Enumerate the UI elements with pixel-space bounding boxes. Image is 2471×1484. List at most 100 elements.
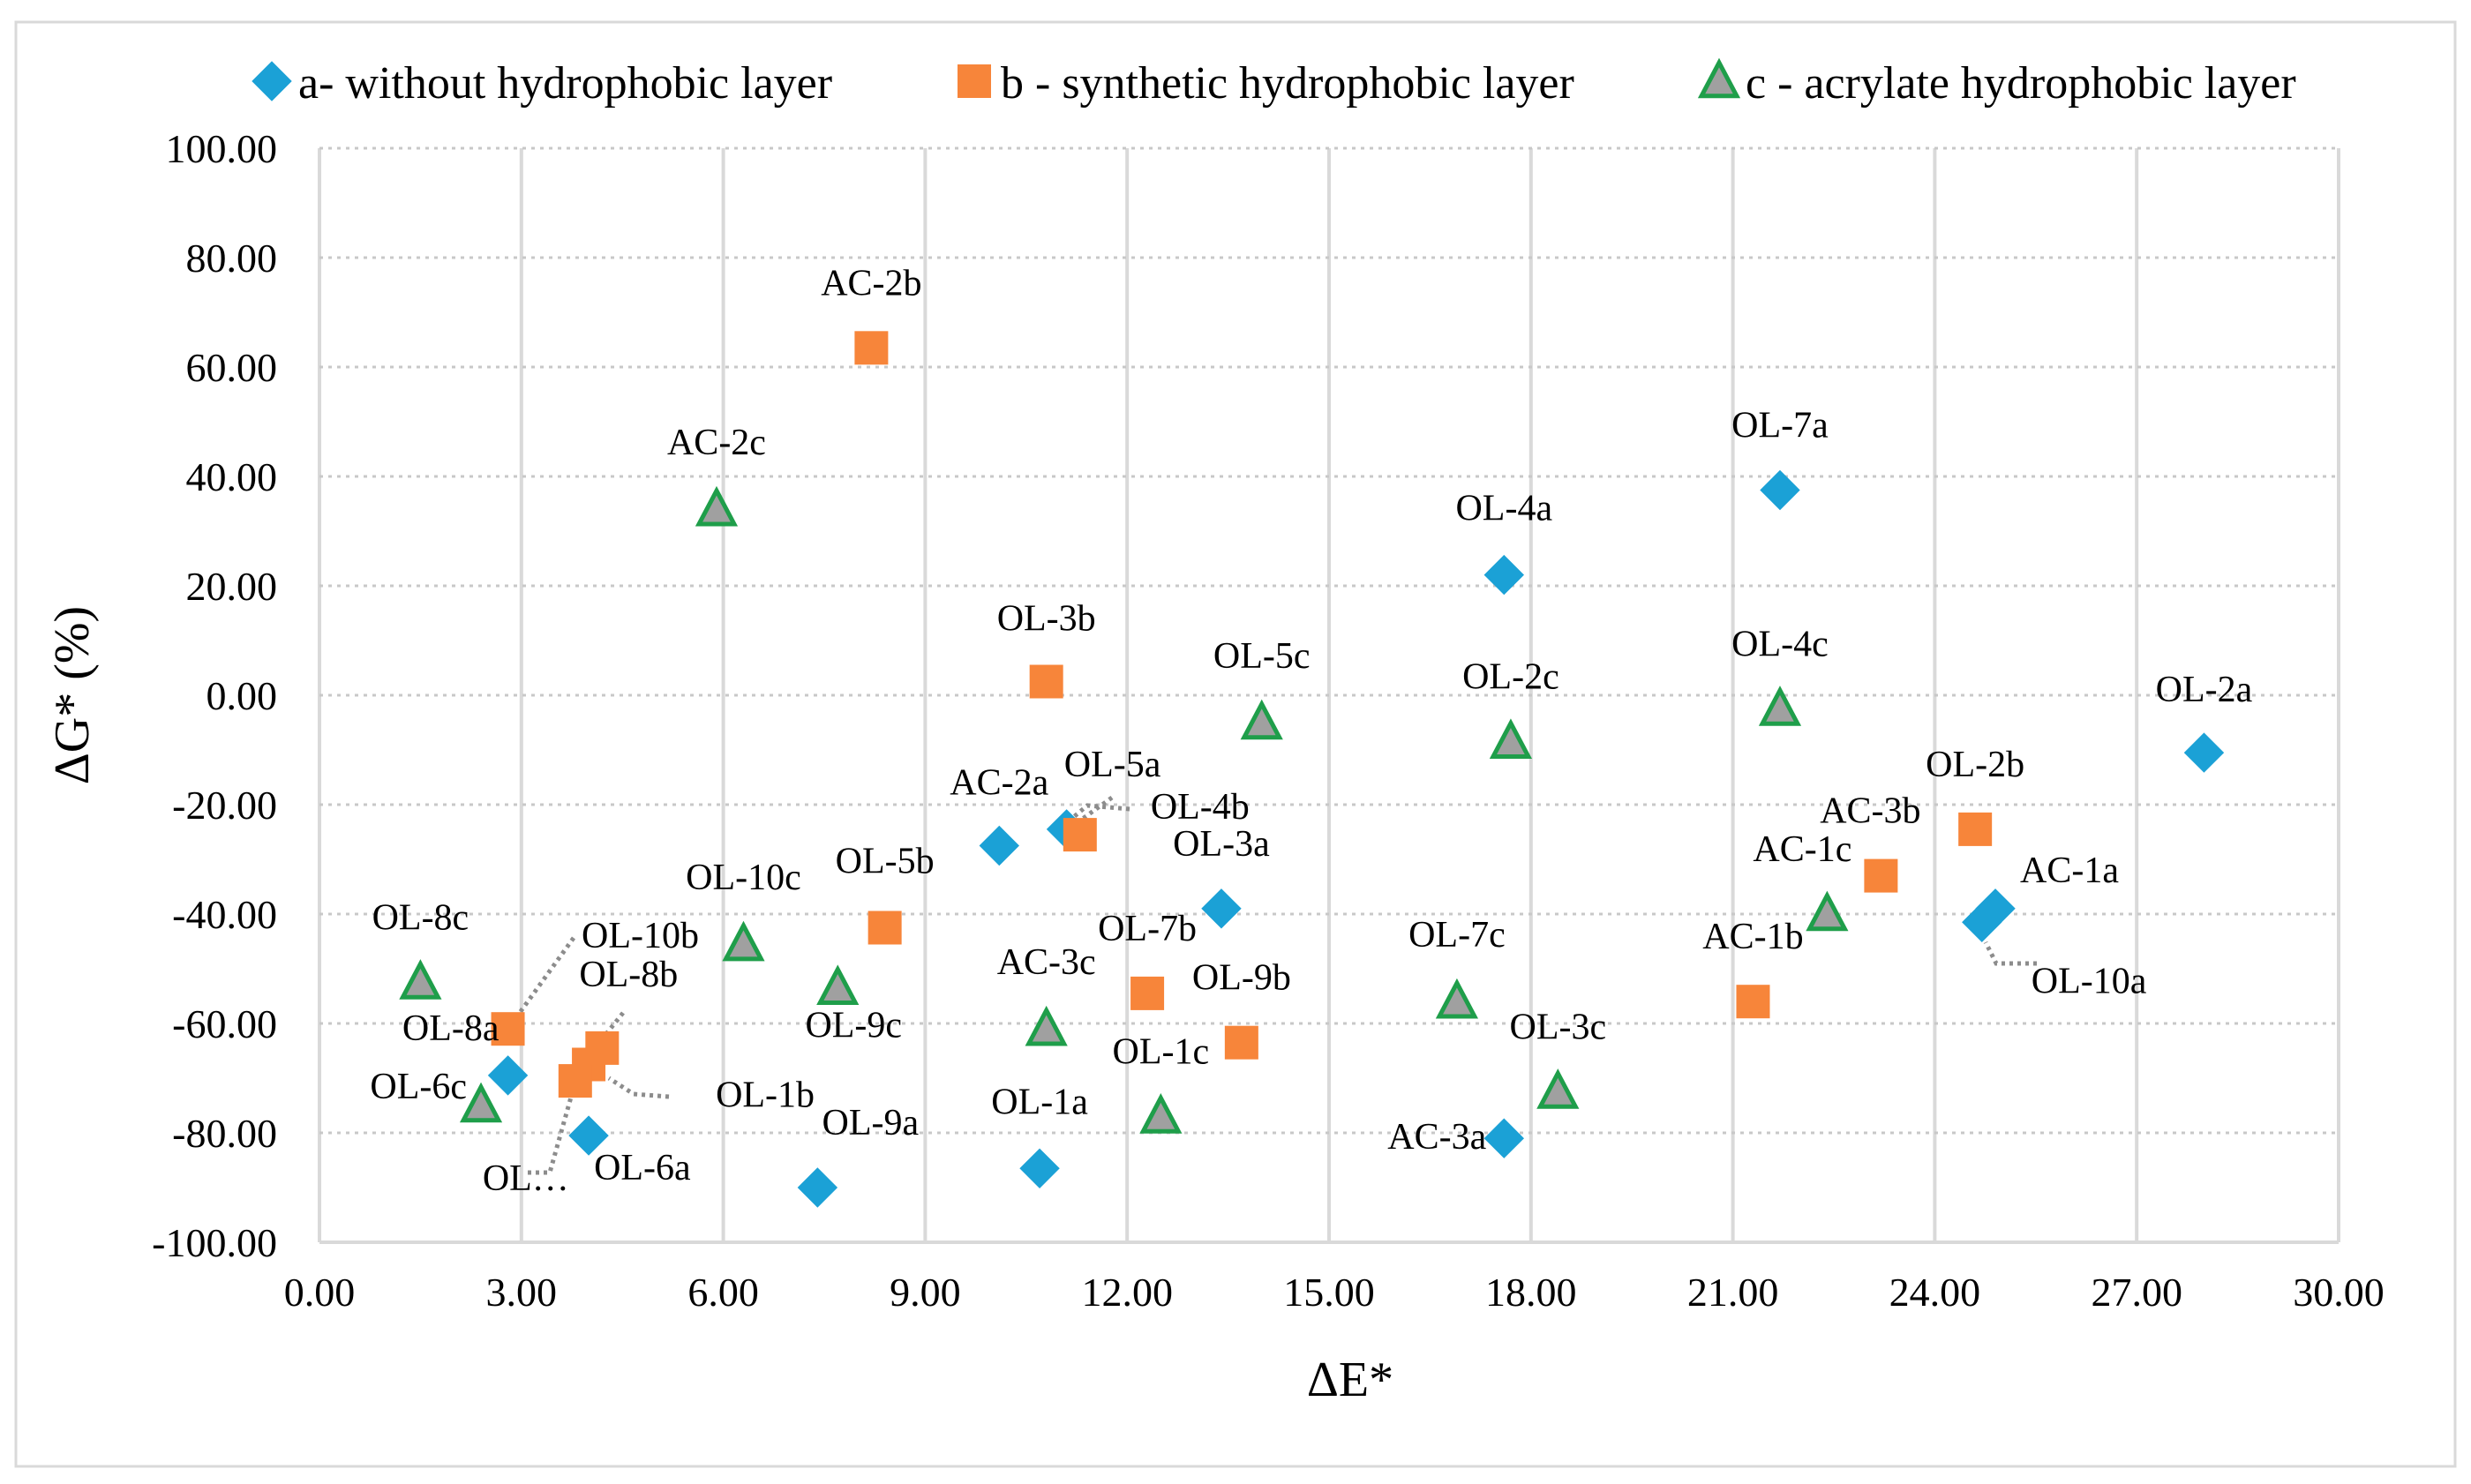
point-label: OL-10c — [686, 858, 801, 898]
diamond-marker — [797, 1167, 838, 1208]
triangle-marker — [1806, 890, 1849, 932]
legend-label: c - acrylate hydrophobic layer — [1746, 58, 2296, 109]
diamond-marker — [2183, 732, 2225, 773]
legend: a- without hydrophobic layer b - syntheti… — [252, 57, 2296, 109]
point-label: OL-4c — [1731, 625, 1829, 665]
square-marker — [1063, 818, 1097, 852]
point-label: AC-2b — [821, 263, 921, 304]
point-label: AC-3a — [1387, 1117, 1486, 1158]
point-label: OL-2a — [2156, 670, 2253, 710]
data-points — [399, 331, 2225, 1208]
point-label: OL-10a — [2032, 961, 2147, 1001]
square-marker — [854, 331, 889, 365]
leader-line — [1066, 795, 1114, 832]
legend-item: c - acrylate hydrophobic layer — [1697, 57, 2296, 109]
point-label: OL-9b — [1192, 958, 1291, 999]
legend-diamond-icon — [252, 61, 292, 101]
point-label: OL-5a — [1064, 745, 1161, 785]
legend-label: a- without hydrophobic layer — [298, 58, 832, 109]
point-label: OL-8b — [579, 955, 678, 995]
y-tick-label: 100.00 — [166, 126, 278, 171]
point-label: AC-1c — [1753, 829, 1851, 870]
y-tick-label: 20.00 — [186, 564, 278, 609]
triangle-marker — [1758, 686, 1802, 726]
point-label: OL-8c — [372, 898, 469, 939]
x-tick-label: 12.00 — [1081, 1270, 1173, 1315]
y-tick-label: 0.00 — [207, 673, 278, 718]
point-label: OL-7c — [1408, 915, 1506, 956]
square-marker — [558, 1064, 592, 1098]
triangle-marker — [459, 1082, 503, 1123]
y-tick-label: -60.00 — [172, 1001, 277, 1046]
triangle-marker — [1489, 718, 1533, 759]
y-tick-label: 40.00 — [186, 454, 278, 499]
legend-item: b - synthetic hydrophobic layer — [958, 58, 1574, 109]
diamond-marker — [979, 825, 1020, 866]
triangle-marker — [695, 485, 739, 527]
legend-triangle-icon — [1697, 57, 1741, 99]
diamond-marker — [1019, 1148, 1060, 1189]
point-label: OL-5c — [1213, 636, 1311, 677]
point-label: AC-3c — [997, 942, 1096, 983]
point-label: AC-2a — [950, 763, 1048, 804]
y-tick-label: -100.00 — [152, 1220, 277, 1265]
x-tick-label: 6.00 — [687, 1270, 759, 1315]
x-tick-label: 27.00 — [2091, 1270, 2182, 1315]
point-label: OL-5b — [836, 842, 935, 882]
legend-item: a- without hydrophobic layer — [252, 58, 832, 109]
point-labels: OL-7a OL-4a OL-2a AC-2a OL-5a OL-3a AC-1a OL-10… — [370, 263, 2252, 1199]
square-marker — [1130, 976, 1165, 1010]
diamond-marker — [487, 1055, 529, 1096]
x-axis-title: ΔE* — [1307, 1353, 1393, 1407]
point-label: AC-2c — [667, 423, 766, 463]
point-label: AC-1a — [2020, 851, 2119, 891]
point-label: OL-4a — [1455, 489, 1552, 529]
y-tick-label: -20.00 — [172, 783, 277, 828]
triangle-marker — [399, 959, 442, 1000]
triangle-marker — [1536, 1068, 1580, 1109]
triangle-marker — [722, 920, 765, 962]
triangle-marker — [1240, 699, 1283, 740]
point-label: OL-1a — [991, 1082, 1088, 1122]
diamond-marker — [1483, 1118, 1525, 1158]
y-tick-label: 80.00 — [186, 236, 278, 281]
point-label: OL-7a — [1731, 406, 1829, 446]
axis-ticks: 0.00 3.00 6.00 9.00 12.00 15.00 18.00 21.00 24.0… — [152, 126, 2385, 1315]
diamond-marker — [568, 1115, 609, 1156]
y-tick-label: 60.00 — [186, 345, 278, 390]
triangle-marker — [1025, 1005, 1068, 1046]
point-label: OL-3c — [1509, 1008, 1606, 1048]
square-marker — [1029, 664, 1063, 699]
point-label: AC-1b — [1702, 917, 1803, 957]
point-label: AC-3b — [1820, 791, 1920, 832]
point-label: OL-8a — [402, 1008, 499, 1049]
point-label: OL-9a — [822, 1103, 920, 1143]
triangle-marker — [816, 964, 860, 1005]
point-label: OL… — [483, 1158, 569, 1199]
diamond-marker — [1962, 902, 2002, 943]
point-label: OL-3b — [997, 599, 1096, 640]
diamond-marker — [1201, 888, 1242, 929]
triangle-marker — [1435, 978, 1479, 1019]
x-tick-label: 15.00 — [1283, 1270, 1375, 1315]
x-tick-label: 9.00 — [890, 1270, 961, 1315]
square-marker — [1224, 1025, 1258, 1060]
point-label: OL-2b — [1926, 745, 2024, 785]
y-tick-label: -40.00 — [172, 892, 277, 937]
square-marker — [867, 911, 902, 945]
point-label: OL-6a — [594, 1148, 691, 1188]
point-label: OL-10b — [582, 916, 699, 956]
x-tick-label: 21.00 — [1687, 1270, 1779, 1315]
x-tick-label: 3.00 — [486, 1270, 558, 1315]
point-label: OL-2c — [1462, 657, 1559, 698]
y-axis-title: ΔG* (%) — [45, 606, 100, 784]
square-marker — [1864, 858, 1898, 893]
point-label: OL-4b — [1151, 787, 1250, 828]
point-label: OL-3a — [1173, 824, 1270, 865]
legend-label: b - synthetic hydrophobic layer — [1001, 58, 1574, 109]
square-marker — [1736, 985, 1770, 1019]
point-label: OL-1b — [716, 1076, 815, 1116]
point-label: OL-9c — [805, 1006, 902, 1046]
point-label: OL-7b — [1098, 909, 1197, 949]
